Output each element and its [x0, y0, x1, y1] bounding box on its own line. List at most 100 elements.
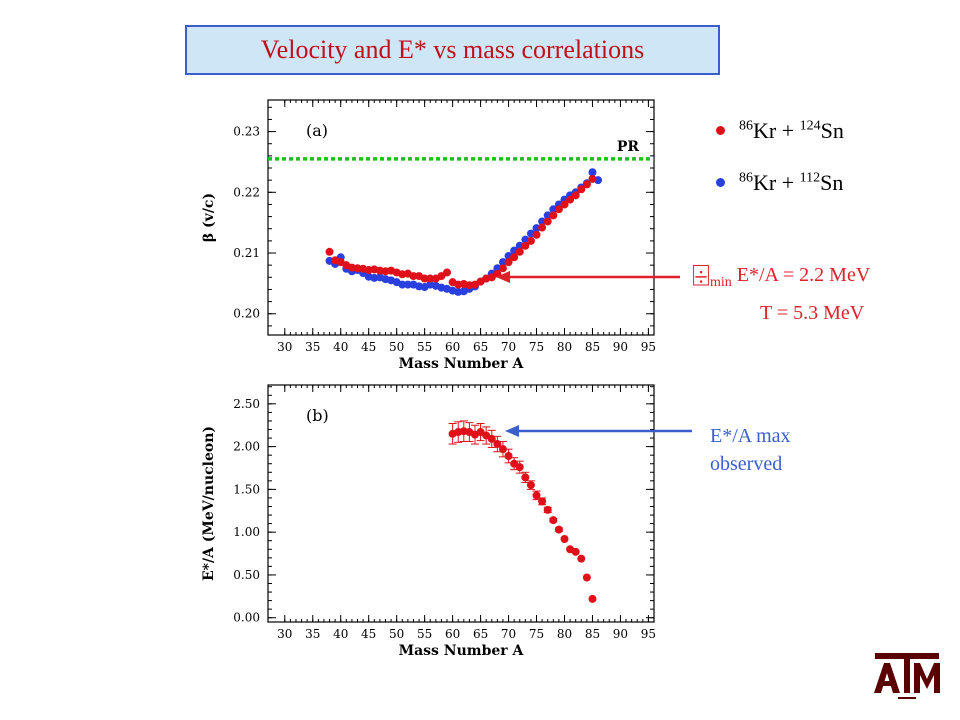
data-point [538, 497, 547, 506]
data-point [588, 174, 597, 183]
y-tick-label: 2.00 [233, 440, 260, 454]
x-tick-label: 50 [389, 627, 404, 641]
annotation-arrow-red-head [496, 271, 510, 283]
data-point [560, 535, 569, 544]
x-tick-label: 90 [613, 627, 628, 641]
data-point [493, 440, 502, 449]
data-point [532, 230, 541, 239]
x-tick-label: 30 [277, 340, 292, 354]
data-point [566, 195, 575, 204]
data-point [420, 274, 429, 283]
x-tick-label: 65 [473, 340, 488, 354]
y-tick-label: 1.50 [233, 482, 260, 496]
university-logo [874, 653, 940, 699]
data-point [543, 217, 552, 226]
legend-label: 86Kr + 124Sn [739, 118, 844, 143]
x-axis-label: Mass Number A [399, 356, 525, 372]
annotation-emax: E*/A max observed [710, 422, 791, 478]
y-tick-label: 2.50 [233, 397, 260, 411]
annotation-arrow-blue-head [505, 425, 519, 437]
x-axis-label: Mass Number A [399, 643, 525, 659]
data-point [560, 200, 569, 209]
data-point [521, 241, 530, 250]
x-tick-label: 85 [585, 627, 600, 641]
data-point [538, 223, 547, 232]
data-point [571, 191, 580, 200]
x-tick-label: 35 [305, 627, 320, 641]
x-tick-label: 50 [389, 340, 404, 354]
y-axis-label: β (v/c) [201, 193, 217, 242]
x-tick-label: 95 [641, 627, 656, 641]
data-point [504, 452, 513, 461]
x-tick-label: 95 [641, 340, 656, 354]
data-point [571, 547, 580, 556]
x-tick-label: 90 [613, 340, 628, 354]
y-tick-label: 0.00 [233, 611, 260, 625]
data-point [526, 236, 535, 245]
data-point [515, 247, 524, 256]
data-point [526, 481, 535, 490]
y-tick-label: 0.50 [233, 568, 260, 582]
x-tick-label: 75 [529, 627, 544, 641]
data-point [549, 205, 558, 214]
x-tick-label: 70 [501, 340, 516, 354]
x-tick-label: 75 [529, 340, 544, 354]
data-point [588, 168, 597, 177]
panel-label: (a) [306, 121, 328, 140]
annotation-line1: E*/A = 2.2 MeV [731, 264, 871, 286]
box-symbol: ⌹ [692, 259, 710, 293]
data-point [504, 258, 513, 267]
data-point [498, 258, 507, 267]
x-tick-label: 55 [417, 627, 432, 641]
data-point [588, 594, 597, 603]
y-tick-label: 0.23 [233, 125, 260, 139]
data-point [426, 274, 435, 283]
data-point [577, 554, 586, 563]
annotation-emax-line2: observed [710, 453, 783, 475]
panel-label: (b) [306, 406, 329, 425]
data-point [549, 516, 558, 525]
plot-frame [267, 384, 655, 623]
data-point [554, 525, 563, 534]
data-point [498, 445, 507, 454]
data-point [582, 573, 591, 582]
x-tick-label: 70 [501, 627, 516, 641]
x-tick-label: 40 [333, 627, 348, 641]
data-point [498, 264, 507, 273]
data-point [515, 463, 524, 472]
annotation-temperature: T = 5.3 MeV [760, 302, 865, 324]
data-point [403, 280, 412, 289]
x-tick-label: 45 [361, 340, 376, 354]
x-tick-label: 35 [305, 340, 320, 354]
data-point [532, 491, 541, 500]
pr-label: PR [617, 139, 640, 155]
x-tick-label: 65 [473, 627, 488, 641]
data-point [325, 247, 334, 256]
x-tick-label: 85 [585, 340, 600, 354]
plot-frame [267, 99, 655, 336]
legend-label: 86Kr + 112Sn [739, 170, 844, 195]
data-point [443, 268, 452, 277]
x-tick-label: 45 [361, 627, 376, 641]
data-point [487, 434, 496, 443]
data-point [515, 241, 524, 250]
y-tick-label: 0.22 [233, 185, 260, 199]
data-point [398, 280, 407, 289]
annotation-emax-line1: E*/A max [710, 425, 791, 447]
y-tick-label: 1.00 [233, 525, 260, 539]
data-point [510, 253, 519, 262]
data-point [543, 211, 552, 220]
data-point [538, 217, 547, 226]
x-tick-label: 30 [277, 627, 292, 641]
data-point [409, 272, 418, 281]
page-title: Velocity and E* vs mass correlations [185, 25, 720, 75]
data-point [493, 264, 502, 273]
x-tick-label: 80 [557, 627, 572, 641]
data-point [543, 505, 552, 514]
y-tick-label: 0.20 [233, 307, 260, 321]
y-tick-label: 0.21 [233, 246, 260, 260]
legend-item-kr124: 86Kr + 124Sn [716, 118, 844, 144]
x-tick-label: 60 [445, 627, 460, 641]
annotation-beta-min: ⌹min E*/A = 2.2 MeV [692, 259, 871, 296]
